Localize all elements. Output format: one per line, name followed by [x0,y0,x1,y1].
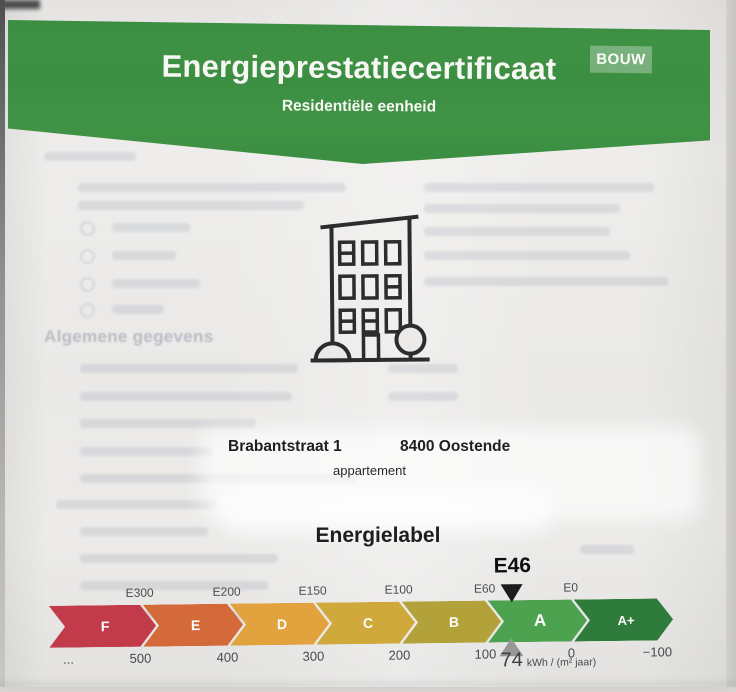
address-street: Brabantstraat 1 [228,438,342,456]
apartment-building-icon [299,199,441,375]
bleedthrough-line [580,545,634,554]
bleedthrough-line [80,392,292,401]
bleedthrough-line [80,610,266,619]
photo-edge-shadow [0,0,5,687]
bouw-badge: BOUW [590,46,652,74]
bleedthrough-line [56,500,216,509]
bleedthrough-line [424,183,654,192]
bleedthrough-line [112,305,164,314]
bleedthrough-line [424,277,668,286]
photo-edge-shadow [726,0,736,687]
address-city: 8400 Oostende [400,438,510,456]
photo-edge-shadow [0,0,40,9]
bleedthrough-line [80,527,208,536]
bleedthrough-line [388,392,458,401]
energy-label-title: Energielabel [258,524,498,548]
bleedthrough-line [78,183,346,192]
certificate-subtitle: Residentiële eenheid [8,96,710,119]
bleedthrough-line [78,201,304,210]
bleedthrough-section-heading: Algemene gegevens [44,327,214,347]
bleedthrough-line [80,581,268,590]
bleedthrough-radio-icon [80,221,95,236]
bleedthrough-line [80,447,212,456]
bleedthrough-line [424,227,610,236]
bleedthrough-line [80,364,298,373]
bleedthrough-line [112,279,200,288]
bleedthrough-line [112,251,176,260]
bleedthrough-line [44,152,136,161]
bleedthrough-radio-icon [80,249,95,264]
bleedthrough-radio-icon [80,277,95,292]
bleedthrough-line [80,554,278,563]
bleedthrough-radio-icon [80,303,95,318]
bleedthrough-line [80,419,256,428]
bleedthrough-line [424,251,630,260]
address-unit-type: appartement [333,463,406,478]
bleedthrough-line [112,223,190,232]
bleedthrough-line [424,204,620,213]
photo-edge-shadow [0,681,736,687]
